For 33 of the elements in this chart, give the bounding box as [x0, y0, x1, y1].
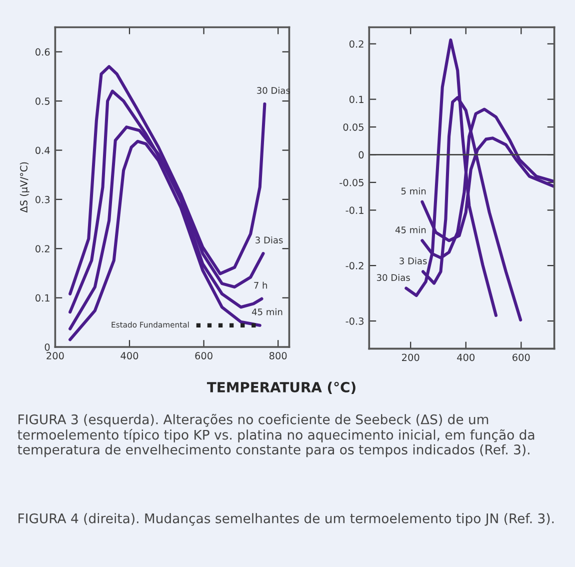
y-tick-label: -0.2 [346, 262, 364, 270]
y-tick-label: 0.4 [36, 146, 50, 154]
y-tick-label: 0 [44, 343, 50, 351]
y-tick-label: 0.6 [36, 48, 50, 56]
x-tick-label: 600 [512, 354, 530, 362]
x-tick-label: 600 [195, 352, 212, 360]
y-tick-label: 0.1 [36, 294, 50, 302]
x-tick-label: 200 [46, 352, 64, 360]
series-label: 45 min [395, 226, 426, 234]
y-tick-label: 0.3 [36, 196, 50, 204]
y-tick-label: -0.05 [340, 178, 364, 186]
series-label: 3 Dias [256, 236, 283, 244]
y-tick-label: 0.2 [36, 245, 50, 252]
series-label: 3 Dias [400, 257, 427, 264]
y-tick-label: 0.2 [349, 40, 364, 48]
x-axis-title: TEMPERATURA (°C) [206, 382, 356, 394]
text: FIGURA 4 (direita). Mudanças semelhantes de um termoelemento tipo JN (Ref. 3). [18, 513, 554, 526]
x-tick-label: 800 [269, 352, 287, 360]
y-tick-label: -0.1 [346, 206, 364, 214]
x-tick-label: 400 [457, 354, 475, 362]
text: FIGURA 3 (esquerda). Alterações no coeficiente de Seebeck (ΔS) de um termoelemento típico tipo KP vs. platina no aquecimento inicial, em função da temperatura de envelhecimento constante para os tempos indicados (Ref. 3). [18, 414, 534, 458]
y-tick-label: 0 [358, 151, 364, 159]
y-tick-label: 0.05 [343, 123, 364, 131]
x-tick-label: 200 [402, 354, 420, 362]
series-label: 7 h [254, 282, 267, 289]
x-tick-label: 400 [120, 352, 138, 360]
series-label: 45 min [252, 308, 282, 316]
series-label: 30 Dias [376, 274, 410, 281]
y-tick-label: 0.5 [36, 97, 50, 105]
y-axis-title: ΔS (µV/°C) [20, 162, 30, 213]
y-tick-label: -0.3 [346, 317, 364, 325]
y-tick-label: 0.1 [349, 96, 364, 104]
series-label: 5 min [401, 188, 426, 195]
